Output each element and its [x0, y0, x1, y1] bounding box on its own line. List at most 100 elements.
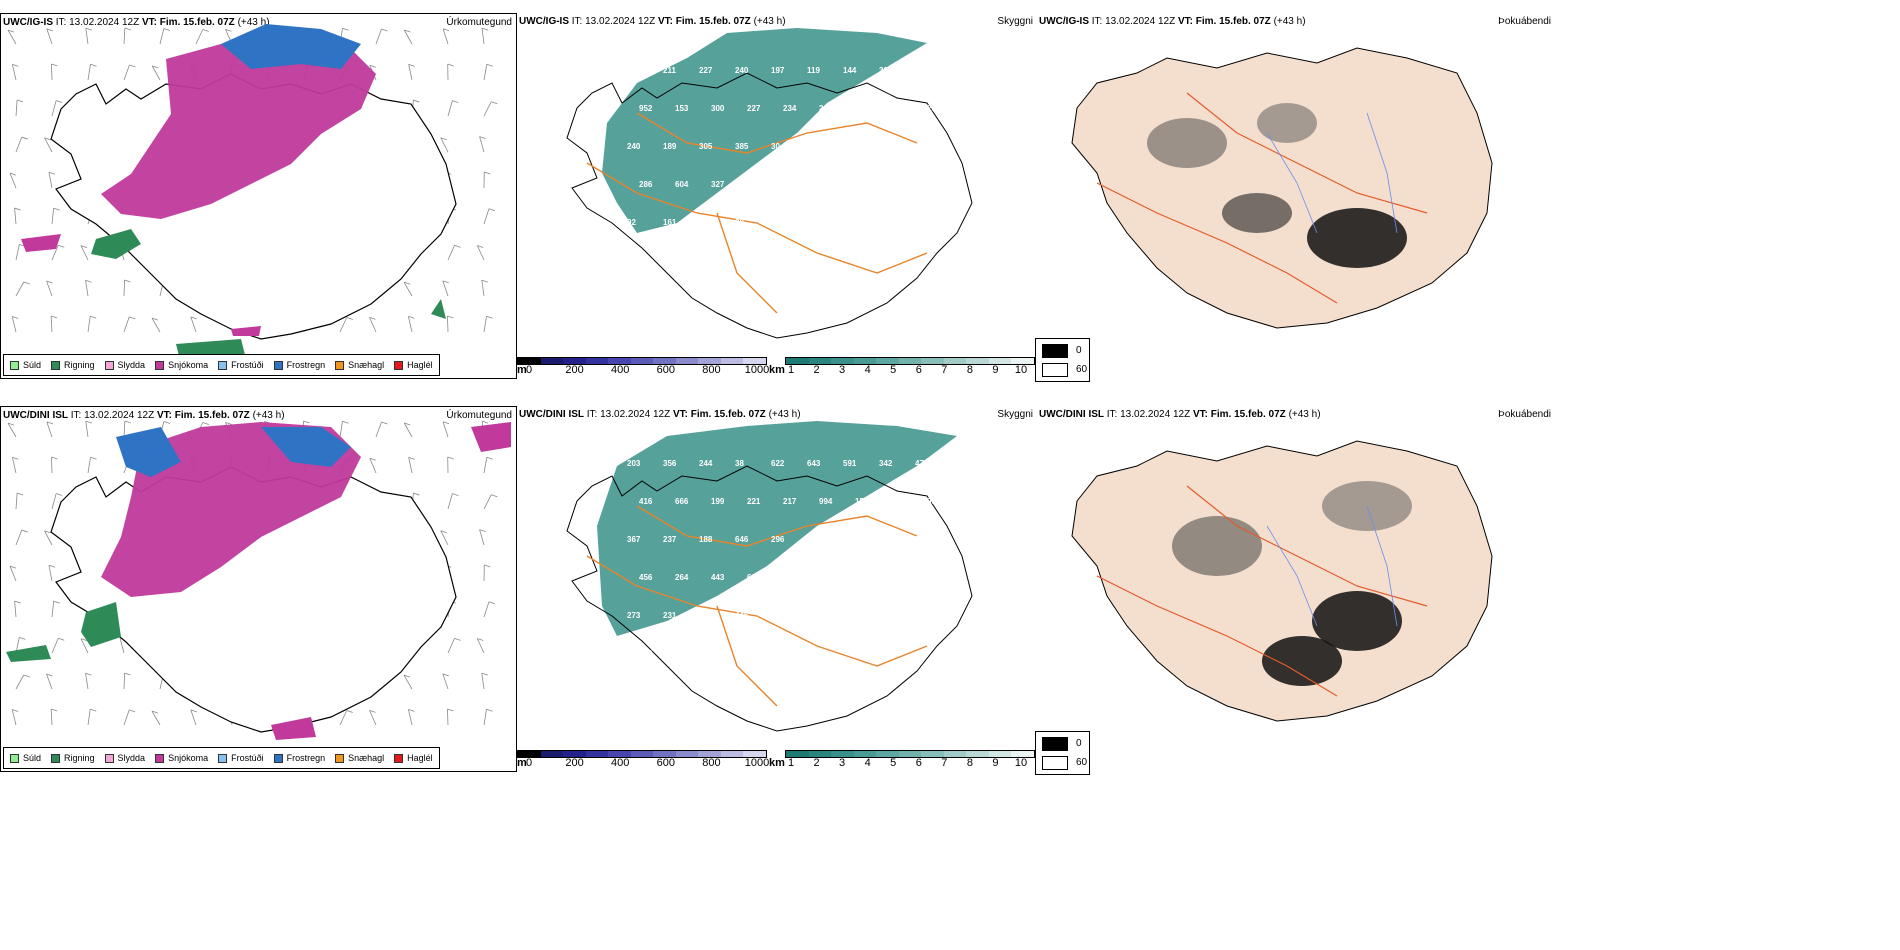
wind-barb-flag — [190, 316, 197, 320]
visibility-label: 17 — [807, 218, 816, 227]
wind-barb — [87, 457, 91, 474]
colorbar-segment — [831, 751, 854, 757]
fog-legend-label-0: 0 — [1076, 345, 1082, 356]
wind-barb-flag — [44, 530, 51, 534]
colorbar-unit-km: km — [769, 757, 785, 769]
wind-barb — [408, 709, 413, 726]
wind-barb — [46, 28, 53, 45]
visibility-label: 356 — [663, 459, 677, 468]
wind-barb-flag — [163, 28, 170, 31]
wind-barb-flag — [484, 171, 491, 175]
colorbar-segment — [921, 751, 944, 757]
wind-barb-flag — [124, 27, 131, 31]
colorbar-tick: 8 — [966, 364, 973, 376]
wind-barb — [11, 709, 17, 726]
colorbar-tick: 4 — [864, 364, 871, 376]
visibility-label: 385 — [735, 142, 749, 151]
wind-barb-flag — [342, 420, 349, 424]
wind-barb-flag — [46, 280, 53, 284]
colorbar-tick: 3 — [839, 757, 846, 769]
wind-barb-flag — [12, 64, 19, 67]
colorbar-tick: 200 — [565, 364, 584, 376]
wind-barb — [483, 709, 487, 726]
freezing-rain-area — [116, 427, 181, 477]
wind-barb-flag — [486, 63, 493, 67]
colorbar-tick: 9 — [992, 364, 999, 376]
colorbar-segment — [630, 751, 654, 757]
snowfall-area-south — [231, 326, 261, 336]
legend-label: Frostregn — [286, 360, 326, 370]
wind-barb — [442, 280, 449, 297]
colorbar-segment — [786, 751, 809, 757]
wind-barb-flag — [408, 63, 415, 67]
legend-item: Slydda — [104, 753, 145, 763]
visibility-label: 367 — [627, 535, 641, 544]
wind-barb — [7, 422, 17, 438]
colorbar-segment — [540, 358, 564, 364]
colorbar-tick: 10 — [1014, 757, 1028, 769]
wind-barb — [481, 673, 485, 690]
visibility-label: 213 — [747, 180, 761, 189]
legend-swatch — [155, 360, 165, 370]
visibility-label: 666 — [675, 497, 689, 506]
wind-barb-flag — [440, 530, 447, 534]
wind-barb-flag — [303, 420, 310, 424]
colorbar-unit-km: km — [769, 364, 785, 376]
precip-type-panel-row2: UWC/DINI ISL IT: 13.02.2024 12Z VT: Fim.… — [0, 406, 517, 772]
wind-barb-flag — [404, 422, 411, 426]
wind-barb-flag — [14, 600, 21, 604]
visibility-label: 258 — [927, 104, 941, 113]
colorbar-tick: 1000 — [744, 757, 770, 769]
wind-barb — [408, 316, 413, 333]
visibility-label: 446 — [735, 611, 749, 620]
colorbar-segment — [988, 358, 1012, 364]
legend-item: Frostregn — [273, 753, 325, 763]
wind-barb — [48, 565, 53, 582]
visibility-label: 192 — [771, 611, 785, 620]
wind-barb-flag — [202, 29, 209, 32]
wind-barb-flag — [452, 493, 459, 496]
legend-swatch — [394, 360, 404, 370]
visibility-label: 165 — [879, 611, 893, 620]
wind-barb-flag — [484, 564, 491, 568]
wind-barb — [80, 245, 89, 261]
rain-area-southwest — [6, 645, 51, 662]
fog-cover-area — [597, 421, 957, 636]
wind-barb — [15, 244, 20, 261]
wind-barb — [190, 316, 197, 333]
fog-legend: 0 60 — [1035, 731, 1090, 775]
wind-barb — [9, 173, 17, 189]
fog-legend-label-60: 60 — [1076, 364, 1088, 375]
wind-barb-flag — [85, 279, 92, 283]
wind-barb-flag — [481, 672, 488, 676]
legend-swatch — [10, 753, 19, 763]
colorbar-segment — [653, 358, 676, 364]
wind-barb-flag — [58, 637, 65, 641]
colorbar-tick: 0 — [525, 757, 533, 769]
fog-index-panel-row1: UWC/IG-IS IT: 13.02.2024 12Z VT: Fim. 15… — [1035, 13, 1555, 382]
wind-barb — [87, 316, 91, 333]
wind-barb — [375, 421, 382, 438]
wind-barb — [46, 673, 53, 690]
wind-barb-flag — [442, 28, 450, 32]
wind-barb-flag — [85, 27, 92, 31]
visibility-label: 119 — [807, 66, 820, 75]
wind-barb — [85, 28, 89, 45]
wind-barb-flag — [7, 29, 15, 33]
wind-barb-flag — [452, 100, 459, 103]
wind-barb — [51, 601, 55, 618]
visibility-label: 262 — [819, 104, 833, 113]
param-name: Þokuábendi — [1498, 409, 1551, 420]
visibility-label: 10 — [675, 649, 684, 658]
wind-barb — [14, 208, 17, 225]
colorbar-segment — [921, 358, 944, 364]
wind-barb-flag — [488, 601, 496, 605]
wind-barb — [14, 601, 17, 618]
colorbar-segment — [808, 358, 832, 364]
legend-item: Frostúði — [218, 360, 264, 370]
wind-barb — [440, 530, 449, 546]
wind-barb-flag — [152, 65, 159, 69]
visibility-label: 300 — [711, 104, 725, 113]
wind-barb-flag — [454, 638, 461, 641]
colorbar-segment — [853, 751, 877, 757]
